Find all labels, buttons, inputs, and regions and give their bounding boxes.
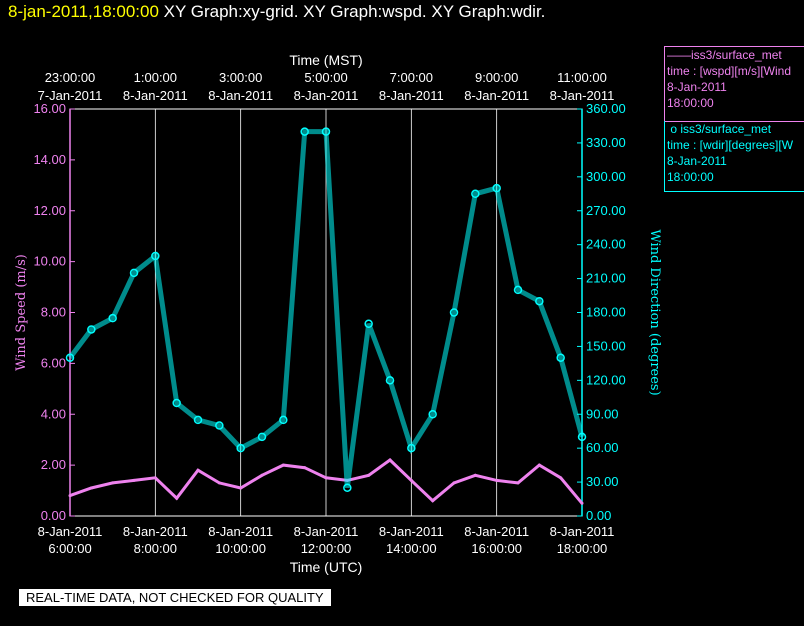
top-tick-date: 8-Jan-2011	[208, 88, 273, 103]
left-axis-label: Wind Speed (m/s)	[14, 254, 29, 371]
right-tick-label: 180.00	[586, 305, 626, 320]
legend-entry-wspd: ——iss3/surface_met time : [wspd][m/s][Wi…	[664, 46, 804, 122]
wind-speed-point	[409, 478, 413, 482]
legend-line-marker: ——	[667, 48, 691, 62]
legend-wspd-date: 8-Jan-2011	[667, 80, 727, 94]
right-tick-label: 0.00	[586, 508, 611, 523]
wind-speed-point	[260, 473, 264, 477]
top-tick-date: 8-Jan-2011	[464, 88, 529, 103]
wind-speed-point	[431, 499, 435, 503]
bottom-tick-time: 12:00:00	[301, 541, 352, 556]
right-tick-label: 90.00	[586, 406, 619, 421]
left-tick-label: 4.00	[41, 406, 66, 421]
wind-speed-point	[153, 476, 157, 480]
title-timestamp: 8-jan-2011,18:00:00	[8, 2, 159, 21]
left-tick-label: 8.00	[41, 305, 66, 320]
legend-wspd-source: iss3/surface_met	[691, 48, 782, 62]
top-tick-date: 8-Jan-2011	[550, 88, 615, 103]
wind-speed-point	[196, 468, 200, 472]
top-tick-time: 7:00:00	[390, 70, 433, 85]
title-graph-names: XY Graph:xy-grid. XY Graph:wspd. XY Grap…	[163, 2, 546, 21]
legend-wdir-date: 8-Jan-2011	[667, 154, 727, 168]
left-tick-label: 0.00	[41, 508, 66, 523]
right-tick-label: 120.00	[586, 372, 626, 387]
top-tick-time: 23:00:00	[45, 70, 96, 85]
left-tick-label: 6.00	[41, 355, 66, 370]
wind-speed-point	[388, 458, 392, 462]
bottom-tick-date: 8-Jan-2011	[208, 524, 273, 539]
bottom-tick-date: 8-Jan-2011	[464, 524, 529, 539]
wind-speed-point	[452, 481, 456, 485]
bottom-tick-time: 16:00:00	[471, 541, 522, 556]
bottom-tick-time: 14:00:00	[386, 541, 437, 556]
wind-speed-point	[473, 473, 477, 477]
top-tick-time: 5:00:00	[304, 70, 347, 85]
left-tick-label: 12.00	[33, 203, 66, 218]
left-tick-label: 14.00	[33, 152, 66, 167]
wind-speed-point	[217, 481, 221, 485]
wind-speed-point	[537, 463, 541, 467]
bottom-tick-date: 8-Jan-2011	[550, 524, 615, 539]
right-tick-label: 240.00	[586, 237, 626, 252]
right-axis-label: Wind Direction (degrees)	[647, 229, 662, 395]
wind-speed-point	[516, 481, 520, 485]
legend-wdir-variable: time : [wdir][degrees][W	[667, 138, 794, 152]
right-tick-label: 30.00	[586, 474, 619, 489]
wind-speed-point	[175, 496, 179, 500]
bottom-tick-time: 18:00:00	[557, 541, 608, 556]
wind-speed-point	[559, 476, 563, 480]
wind-direction-trace	[68, 129, 585, 489]
legend-circle-marker: o	[667, 122, 681, 136]
right-tick-label: 210.00	[586, 271, 626, 286]
top-tick-time: 11:00:00	[557, 70, 607, 85]
top-tick-date: 8-Jan-2011	[123, 88, 188, 103]
right-tick-label: 360.00	[586, 101, 626, 116]
right-tick-label: 150.00	[586, 338, 626, 353]
top-tick-time: 3:00:00	[219, 70, 262, 85]
left-tick-label: 16.00	[33, 101, 66, 116]
wind-speed-point	[68, 494, 72, 498]
wind-speed-point	[132, 478, 136, 482]
wind-speed-point	[495, 478, 499, 482]
bottom-tick-date: 8-Jan-2011	[294, 524, 359, 539]
top-tick-date: 7-Jan-2011	[38, 88, 103, 103]
right-tick-label: 60.00	[586, 440, 619, 455]
legend-wdir-time: 18:00:00	[667, 170, 714, 184]
wind-speed-point	[239, 486, 243, 490]
wind-speed-point	[281, 463, 285, 467]
top-tick-time: 9:00:00	[475, 70, 518, 85]
left-tick-label: 2.00	[41, 457, 66, 472]
wind-speed-point	[303, 466, 307, 470]
legend-wspd-variable: time : [wspd][m/s][Wind	[667, 64, 792, 78]
top-tick-date: 8-Jan-2011	[379, 88, 444, 103]
wind-speed-point	[580, 501, 584, 505]
right-tick-label: 300.00	[586, 169, 626, 184]
bottom-tick-date: 8-Jan-2011	[38, 524, 103, 539]
top-axis-label: Time (MST)	[289, 52, 362, 68]
right-tick-label: 270.00	[586, 203, 626, 218]
wind-speed-point	[89, 486, 93, 490]
wind-speed-point	[324, 476, 328, 480]
wind-speed-point	[367, 473, 371, 477]
right-tick-label: 330.00	[586, 135, 626, 150]
chart-title: 8-jan-2011,18:00:00 XY Graph:xy-grid. XY…	[8, 2, 545, 22]
bottom-tick-date: 8-Jan-2011	[123, 524, 188, 539]
bottom-tick-date: 8-Jan-2011	[379, 524, 444, 539]
quality-disclaimer: REAL-TIME DATA, NOT CHECKED FOR QUALITY	[19, 589, 331, 606]
legend-entry-wdir: o iss3/surface_met time : [wdir][degrees…	[664, 121, 804, 192]
left-tick-label: 10.00	[33, 254, 66, 269]
legend-wdir-source: iss3/surface_met	[680, 122, 772, 136]
bottom-tick-time: 10:00:00	[215, 541, 266, 556]
legend-wspd-time: 18:00:00	[667, 96, 714, 110]
bottom-tick-time: 8:00:00	[134, 541, 177, 556]
wind-speed-point	[111, 481, 115, 485]
bottom-tick-time: 6:00:00	[48, 541, 91, 556]
bottom-axis-label: Time (UTC)	[290, 559, 363, 575]
top-tick-date: 8-Jan-2011	[294, 88, 359, 103]
top-tick-time: 1:00:00	[134, 70, 177, 85]
